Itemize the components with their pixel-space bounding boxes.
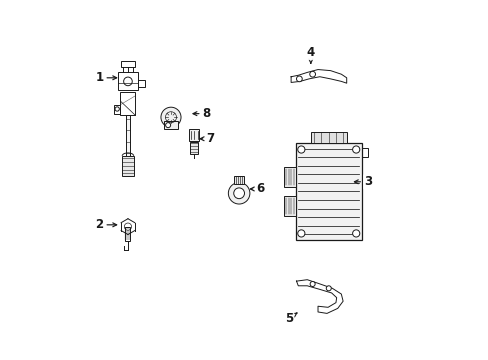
Bar <box>120 92 135 116</box>
Bar <box>284 167 295 187</box>
Circle shape <box>297 230 305 237</box>
Bar <box>190 141 198 154</box>
Circle shape <box>165 123 170 128</box>
Circle shape <box>309 71 315 77</box>
Circle shape <box>352 230 359 237</box>
Bar <box>125 226 130 241</box>
Bar <box>310 132 346 143</box>
Bar <box>284 196 295 216</box>
Circle shape <box>325 286 330 291</box>
Bar <box>118 72 138 90</box>
Circle shape <box>352 146 359 153</box>
Bar <box>361 148 367 157</box>
Text: 7: 7 <box>200 132 214 145</box>
Circle shape <box>309 282 314 287</box>
Bar <box>138 80 144 87</box>
Circle shape <box>296 76 302 82</box>
Text: 6: 6 <box>250 183 264 195</box>
Bar <box>189 129 199 140</box>
Bar <box>126 116 129 157</box>
Bar <box>295 143 361 240</box>
Text: 5: 5 <box>285 311 296 325</box>
Circle shape <box>233 188 244 199</box>
Text: 4: 4 <box>306 46 314 63</box>
Bar <box>234 176 244 184</box>
Text: 3: 3 <box>354 175 371 188</box>
Circle shape <box>228 183 249 204</box>
Bar <box>163 121 178 129</box>
Text: 8: 8 <box>193 107 210 120</box>
Bar <box>122 156 133 176</box>
Text: 2: 2 <box>95 218 117 231</box>
Circle shape <box>161 107 181 127</box>
Circle shape <box>297 146 305 153</box>
Text: 1: 1 <box>95 71 117 84</box>
Bar <box>114 105 120 114</box>
Bar <box>121 60 135 67</box>
